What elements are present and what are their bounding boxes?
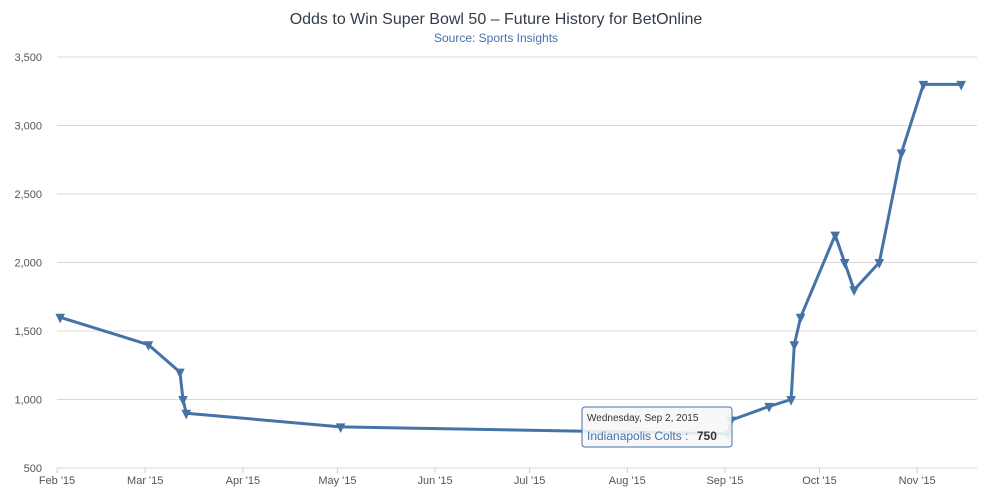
x-tick-label: Oct '15 [802,475,837,487]
data-point-marker[interactable] [896,149,907,160]
tooltip-value: 750 [697,429,717,443]
data-point-marker[interactable] [956,80,967,91]
grid [57,56,977,469]
x-tick-label: Jun '15 [418,475,453,487]
y-tick-label: 1,500 [14,326,42,338]
x-tick-label: Aug '15 [609,475,646,487]
x-tick-label: Nov '15 [899,475,936,487]
data-point-marker[interactable] [839,259,850,269]
x-tick-label: Mar '15 [127,475,163,487]
x-tick-label: Jul '15 [514,475,545,487]
y-tick-label: 500 [24,463,42,475]
chart-title: Odds to Win Super Bowl 50 – Future Histo… [290,11,703,28]
chart-subtitle: Source: Sports Insights [434,31,558,45]
y-tick-label: 2,500 [14,189,42,201]
data-point-marker[interactable] [849,286,859,297]
series [58,82,963,436]
x-tick-label: May '15 [318,475,356,487]
y-tick-label: 2,000 [14,258,42,270]
y-tick-label: 3,000 [14,121,42,133]
data-point-marker[interactable] [764,402,774,413]
data-point-marker[interactable] [874,259,885,269]
data-point-marker[interactable] [786,396,796,406]
series-line [58,82,963,436]
data-point-marker[interactable] [795,313,806,324]
x-tick-label: Sep '15 [706,475,743,487]
data-point-marker[interactable] [918,80,929,91]
x-axis: Feb '15 Mar '15 Apr '15 May '15 Jun '15 Jul '… [39,468,936,487]
data-point-marker[interactable] [55,313,66,324]
y-tick-label: 1,000 [14,395,42,407]
data-point-marker[interactable] [178,396,188,406]
data-point-marker[interactable] [335,423,346,434]
data-point-marker[interactable] [789,341,800,351]
data-point-marker[interactable] [181,409,192,420]
x-tick-label: Feb '15 [39,475,75,487]
markers[interactable] [55,80,967,440]
tooltip-box [581,406,733,448]
tooltip: Wednesday, Sep 2, 2015 Indianapolis Colt… [581,406,733,448]
y-tick-label: 3,500 [14,52,42,64]
data-point-marker[interactable] [143,341,154,351]
y-axis: 500 1,000 1,500 2,000 2,500 3,000 3,500 [14,52,42,475]
tooltip-date: Wednesday, Sep 2, 2015 [587,413,699,424]
tooltip-line: Indianapolis Colts : 750 [587,427,717,444]
data-point-marker[interactable] [175,368,185,379]
data-point-marker[interactable] [830,231,841,242]
x-tick-label: Apr '15 [226,475,261,487]
tooltip-series-label: Indianapolis Colts : [587,429,688,443]
